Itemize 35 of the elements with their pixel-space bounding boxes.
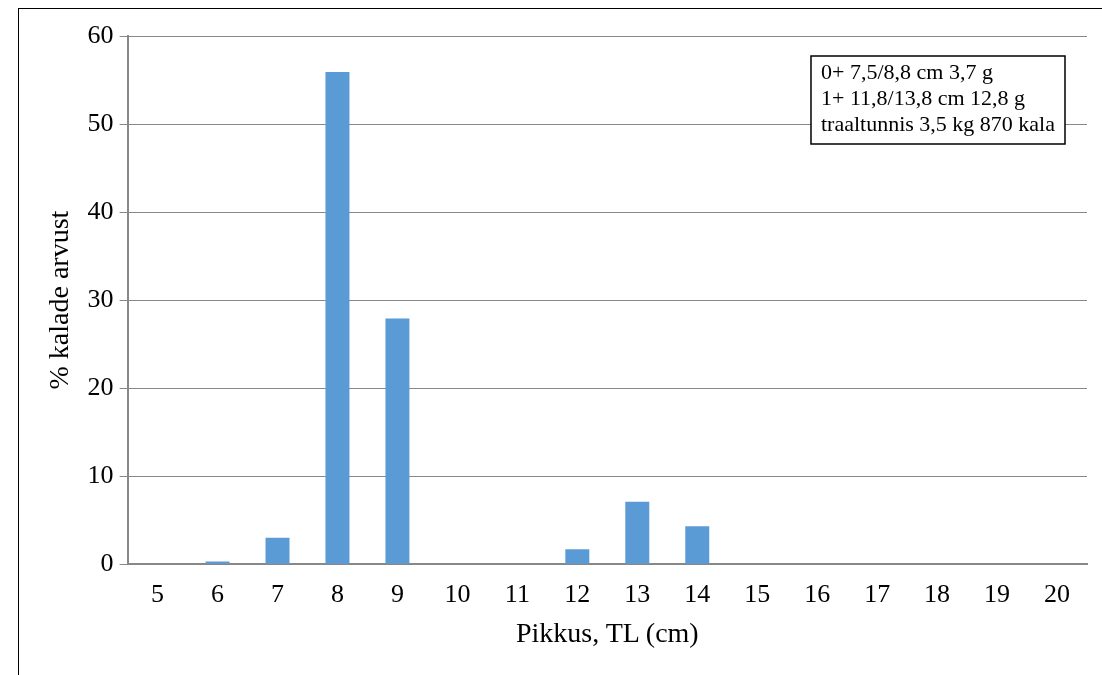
bar [685,526,710,564]
x-tick-label: 16 [804,578,831,608]
x-tick-label: 10 [444,578,471,608]
bar [325,72,350,564]
bar [385,318,410,564]
y-tick-label: 50 [87,107,114,137]
x-tick-label: 19 [984,578,1011,608]
x-tick-label: 8 [330,578,344,608]
x-tick-label: 15 [744,578,771,608]
annotation: traaltunnis 3,5 kg 870 kala [820,110,1056,136]
y-axis-title: % kalade arvust [43,210,75,390]
y-tick-label: 0 [100,548,114,578]
x-tick-label: 9 [390,578,404,608]
x-tick-label: 13 [624,578,651,608]
x-tick-label: 12 [564,578,591,608]
x-tick-label: 7 [271,578,285,608]
bar [625,501,650,564]
bar [205,561,230,564]
y-tick-label: 10 [87,459,114,489]
x-tick-label: 18 [924,578,951,608]
x-tick-label: 20 [1044,578,1071,608]
x-tick-label: 5 [151,578,165,608]
annotation: 0+ 7,5/8,8 cm 3,7 g [820,58,993,84]
bar [565,549,590,564]
y-tick-label: 40 [87,195,114,225]
y-tick-label: 60 [87,19,114,49]
y-tick-label: 30 [87,283,114,313]
bar [265,537,290,564]
x-tick-label: 11 [504,578,530,608]
x-tick-label: 14 [684,578,711,608]
annotation: 1+ 11,8/13,8 cm 12,8 g [820,84,1026,110]
x-tick-label: 6 [211,578,225,608]
x-axis-title: Pikkus, TL (cm) [515,616,699,648]
x-tick-label: 17 [864,578,891,608]
y-tick-label: 20 [87,371,114,401]
